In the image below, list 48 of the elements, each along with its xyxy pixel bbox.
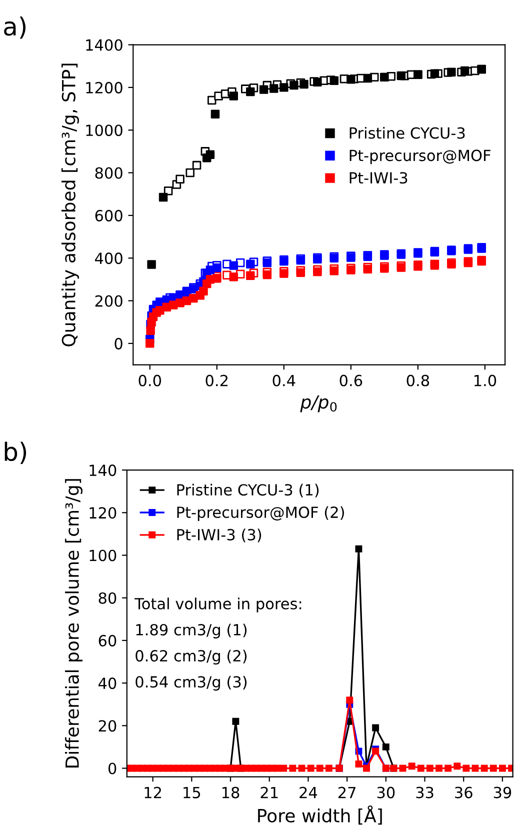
annotation: 0.62 cm3/g (2) <box>136 650 247 665</box>
y-tick-label: 40 <box>98 678 116 690</box>
annotation: 0.54 cm3/g (3) <box>136 676 247 691</box>
legend-label: Pristine CYCU-3 (1) <box>177 484 319 498</box>
y-tick-label: 600 <box>95 210 122 222</box>
x-tick-label: 30 <box>377 786 395 798</box>
y-tick-label: 1400 <box>86 39 122 51</box>
y-tick-label: 0 <box>114 338 122 350</box>
x-tick-label: 12 <box>144 786 161 798</box>
x-tick-label: 36 <box>455 786 472 798</box>
y-tick-label: 400 <box>94 252 122 264</box>
x-tick-label: 0.8 <box>406 374 430 386</box>
x-tick-label: 0.6 <box>340 374 362 386</box>
x-tick-label: 33 <box>416 786 434 798</box>
y-tick-label: 1000 <box>86 124 122 136</box>
y-tick-label: 100 <box>90 550 116 562</box>
x-tick-label: 39 <box>494 786 512 798</box>
x-tick-label: 27 <box>338 786 356 798</box>
y-tick-label: 80 <box>98 592 116 604</box>
x-tick-label: 15 <box>184 786 200 798</box>
y-tick-label: 200 <box>95 295 122 307</box>
annotation: 1.89 cm3/g (1) <box>136 624 247 638</box>
legend-label: Pt-precursor@MOF (2) <box>177 506 344 522</box>
x-axis-title: Pore width [Å] <box>258 805 382 825</box>
chart-title: a) <box>4 16 26 39</box>
y-tick-label: 20 <box>98 720 116 732</box>
y-tick-label: 120 <box>90 507 116 519</box>
y-tick-label: 0 <box>108 762 116 774</box>
x-tick-label: 0.2 <box>206 374 228 386</box>
y-tick-label: 140 <box>90 464 116 476</box>
x-tick-label: 0.4 <box>272 374 296 386</box>
annotation: Total volume in pores: <box>134 598 302 612</box>
y-tick-label: 1200 <box>86 82 122 94</box>
y-tick-label: 60 <box>98 634 116 646</box>
chart-title: b) <box>4 442 26 464</box>
legend-label: Pristine CYCU-3 <box>350 126 465 139</box>
x-tick-label: 21 <box>260 786 278 798</box>
y-tick-label: 800 <box>95 167 122 179</box>
x-tick-label: 18 <box>222 786 240 798</box>
legend-label: Pt-IWI-3 <box>350 172 408 184</box>
x-tick-label: 1.0 <box>474 374 496 386</box>
y-axis-title: Quantity adsorbed [cm³/g, STP] <box>61 64 79 346</box>
x-tick-label: 24 <box>300 786 318 798</box>
y-axis-title: Differential pore volume [cm³/g] <box>64 479 82 768</box>
x-axis-title: p/p$_{0}$ <box>300 395 337 412</box>
legend-label: Pt-precursor@MOF <box>350 150 490 164</box>
x-tick-label: 0.0 <box>138 374 162 386</box>
legend-label: Pt-IWI-3 (3) <box>177 528 262 542</box>
